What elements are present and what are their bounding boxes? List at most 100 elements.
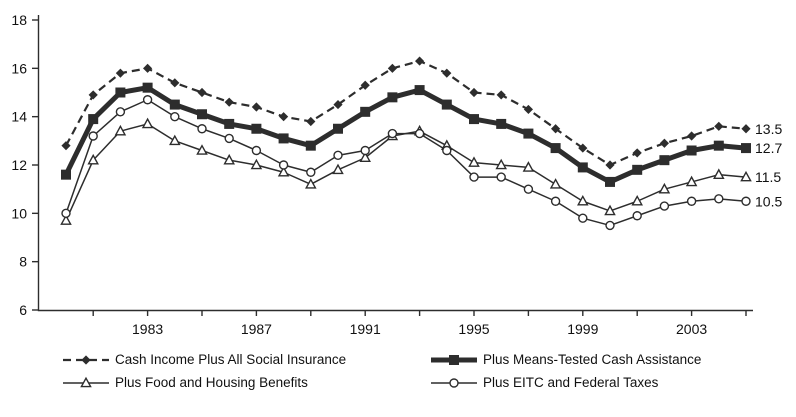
data-point — [333, 150, 343, 161]
data-point — [387, 63, 397, 73]
data-point — [551, 124, 561, 134]
x-axis-tick-label: 1995 — [458, 321, 489, 337]
data-point — [414, 128, 425, 139]
data-point — [197, 87, 207, 98]
dashed-diamond-line-icon — [62, 352, 110, 368]
x-axis-tick-label: 1999 — [567, 321, 598, 337]
data-point — [713, 168, 725, 179]
data-point — [687, 131, 697, 141]
data-point — [658, 182, 671, 194]
data-point — [549, 178, 562, 189]
series-line-1 — [63, 85, 747, 185]
data-point — [604, 204, 616, 216]
data-point — [333, 123, 343, 134]
data-point — [61, 141, 71, 151]
x-axis-tick-label: 2003 — [676, 321, 707, 337]
legend-item-plus-food-and-housing-benefits: Plus Food and Housing Benefits — [62, 375, 430, 391]
data-point — [632, 164, 643, 175]
data-point — [523, 184, 534, 194]
line-chart-plot-area: 6 8 10 12 14 16 18 1983 1987 1991 1995 1999 2003 13.5… — [11, 12, 782, 337]
data-point — [60, 214, 72, 225]
data-point — [143, 63, 153, 73]
data-point — [468, 156, 480, 167]
data-point — [441, 99, 452, 110]
data-point — [88, 131, 98, 141]
data-point — [142, 95, 153, 105]
legend-item-plus-means-tested-cash-assistance: Plus Means-Tested Cash Assistance — [430, 352, 701, 368]
series-end-value-label: 12.7 — [755, 140, 782, 156]
data-point — [115, 87, 126, 98]
data-point — [469, 87, 479, 98]
data-point — [306, 167, 316, 177]
data-point — [170, 111, 180, 122]
data-point — [306, 116, 316, 127]
data-point — [360, 80, 370, 90]
legend-label: Plus EITC and Federal Taxes — [483, 375, 659, 390]
x-axis-tick-label: 1987 — [241, 321, 272, 337]
series-end-value-label: 10.5 — [755, 193, 782, 209]
data-point — [360, 106, 371, 117]
data-point — [577, 194, 589, 206]
data-point — [141, 117, 154, 129]
data-point — [685, 175, 698, 187]
data-point — [169, 134, 181, 146]
data-point — [496, 90, 506, 100]
data-point — [114, 124, 127, 136]
x-axis-tick-label: 1983 — [132, 321, 163, 337]
legend-item-cash-income-plus-social-insurance: Cash Income Plus All Social Insurance — [62, 352, 430, 368]
data-point — [142, 82, 153, 93]
data-point — [250, 158, 263, 170]
data-point — [469, 172, 479, 182]
data-point — [496, 118, 507, 129]
legend-sample-marker — [81, 355, 91, 365]
data-point — [224, 133, 234, 144]
data-point — [279, 112, 289, 122]
data-point — [442, 145, 452, 156]
data-point — [523, 128, 534, 139]
data-point — [496, 172, 506, 182]
data-point — [170, 78, 180, 88]
y-axis-tick-label: 16 — [11, 60, 27, 76]
series-line-0 — [65, 59, 747, 167]
data-point — [632, 211, 642, 221]
data-point — [251, 145, 262, 156]
legend-label: Cash Income Plus All Social Insurance — [115, 352, 347, 367]
data-point — [387, 92, 398, 103]
data-point — [659, 155, 670, 166]
axis-lines — [37, 15, 753, 312]
data-point — [741, 124, 751, 134]
data-point — [278, 160, 289, 170]
data-point — [605, 220, 615, 231]
data-point — [714, 121, 724, 131]
y-axis-tick-label: 10 — [11, 205, 27, 221]
data-point — [305, 140, 316, 151]
data-point — [360, 145, 370, 156]
data-point — [605, 160, 615, 170]
data-point — [741, 143, 751, 154]
series-end-value-label: 13.5 — [755, 121, 782, 137]
data-point — [442, 68, 452, 78]
data-point — [522, 161, 535, 172]
data-point — [251, 123, 262, 134]
data-point — [197, 124, 207, 134]
series-line-3 — [65, 99, 747, 227]
triangle-line-icon — [62, 375, 110, 391]
data-point — [332, 163, 344, 175]
series-end-value-label: 11.5 — [755, 169, 781, 185]
data-point — [333, 99, 343, 110]
data-point — [578, 143, 588, 153]
data-point — [578, 213, 588, 223]
data-point — [713, 140, 724, 151]
series-line-2 — [65, 123, 747, 221]
data-point — [495, 158, 507, 170]
circle-line-icon — [430, 375, 478, 391]
data-point — [196, 144, 208, 155]
data-point — [197, 109, 207, 120]
legend-label: Plus Food and Housing Benefits — [115, 375, 308, 390]
data-point — [115, 107, 126, 117]
data-point — [88, 90, 98, 100]
y-axis-tick-label: 18 — [11, 12, 27, 28]
legend-item-plus-eitc-and-federal-taxes: Plus EITC and Federal Taxes — [430, 375, 701, 391]
data-point — [278, 133, 289, 144]
